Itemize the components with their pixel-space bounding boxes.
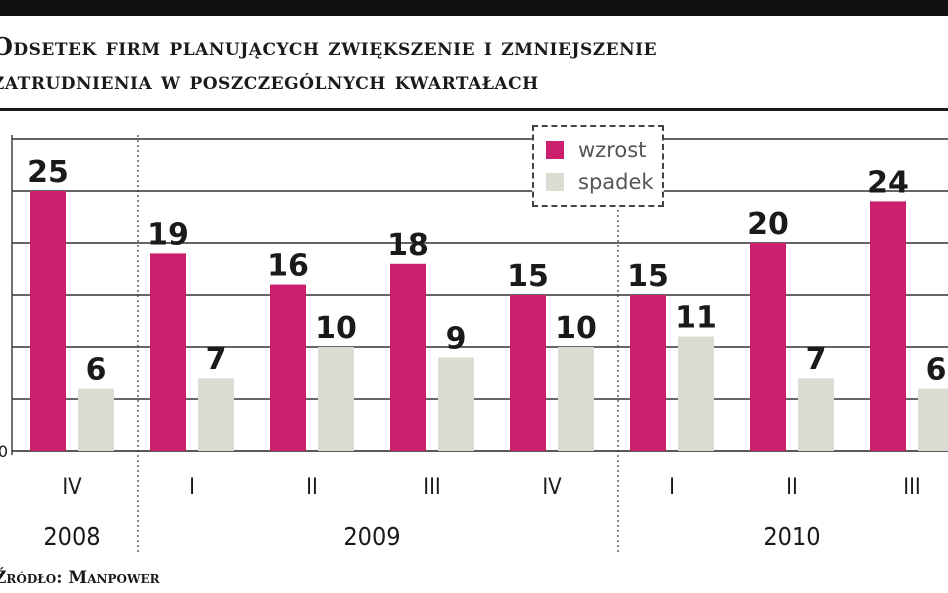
- value-label-wzrost: 25: [27, 155, 69, 190]
- value-label-wzrost: 15: [627, 259, 669, 294]
- bar-spadek: [318, 347, 354, 451]
- value-label-wzrost: 20: [747, 207, 789, 242]
- title-line-2: zatrudnienia w poszczególnych kwartałach: [0, 66, 539, 95]
- value-label-wzrost: 24: [867, 165, 909, 200]
- bar-spadek: [78, 388, 114, 451]
- value-label-spadek: 10: [315, 311, 357, 346]
- legend-swatch-spadek: [546, 173, 564, 191]
- x-tick-label: I: [189, 475, 195, 500]
- value-label-wzrost: 16: [267, 249, 309, 284]
- value-label-spadek: 7: [806, 342, 827, 377]
- value-label-spadek: 11: [675, 301, 717, 336]
- bar-spadek: [798, 378, 834, 451]
- legend-item-wzrost: wzrost: [546, 137, 646, 163]
- value-label-wzrost: 19: [147, 217, 189, 252]
- bar-wzrost: [150, 253, 186, 451]
- x-tick-label: III: [423, 475, 441, 500]
- value-label-spadek: 9: [446, 321, 467, 356]
- bar-wzrost: [510, 295, 546, 451]
- bar-spadek: [918, 388, 948, 451]
- bar-wzrost: [870, 201, 906, 451]
- legend-label-wzrost: wzrost: [578, 138, 647, 162]
- legend-item-spadek: spadek: [546, 169, 654, 195]
- year-label: 2010: [763, 522, 820, 551]
- legend-swatch-wzrost: [546, 141, 564, 159]
- top-bar: [0, 0, 948, 16]
- x-tick-label: IV: [62, 475, 82, 500]
- y-tick-label: 0: [0, 442, 8, 461]
- bar-wzrost: [270, 284, 306, 451]
- source-note: Źródło: Manpower: [0, 568, 160, 588]
- value-label-wzrost: 18: [387, 228, 429, 263]
- legend: wzrost spadek: [532, 125, 664, 207]
- bar-wzrost: [30, 191, 66, 451]
- x-tick-label: II: [306, 475, 318, 500]
- x-tick-label: III: [903, 475, 921, 500]
- x-tick-label: I: [669, 475, 675, 500]
- value-label-spadek: 6: [86, 353, 107, 388]
- bar-spadek: [198, 378, 234, 451]
- value-label-wzrost: 15: [507, 259, 549, 294]
- bar-wzrost: [390, 263, 426, 451]
- value-label-spadek: 7: [206, 342, 227, 377]
- x-tick-label: II: [786, 475, 798, 500]
- value-label-spadek: 10: [555, 311, 597, 346]
- title-line-1: Odsetek firm planujących zwiększenie i z…: [0, 32, 658, 61]
- bar-spadek: [438, 357, 474, 451]
- bar-wzrost: [630, 295, 666, 451]
- value-label-spadek: 6: [926, 353, 947, 388]
- chart-title: Odsetek firm planujących zwiększenie i z…: [0, 30, 948, 98]
- x-tick-label: IV: [542, 475, 562, 500]
- bar-spadek: [558, 347, 594, 451]
- year-label: 2008: [43, 522, 100, 551]
- legend-label-spadek: spadek: [578, 170, 654, 194]
- title-rule: [0, 108, 948, 111]
- year-label: 2009: [343, 522, 400, 551]
- bar-spadek: [678, 336, 714, 451]
- bar-wzrost: [750, 243, 786, 451]
